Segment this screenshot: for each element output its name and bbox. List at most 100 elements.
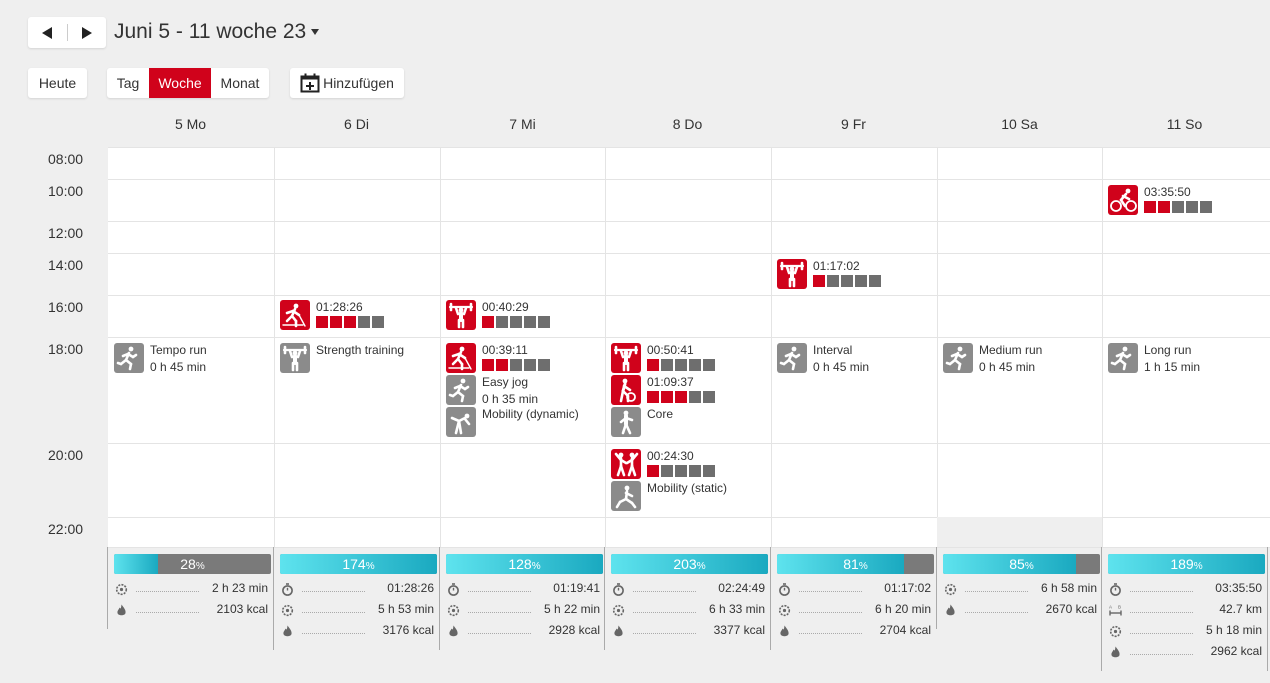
event-planned[interactable]: Mobility (static) bbox=[611, 481, 766, 511]
activity-time-icon bbox=[115, 583, 128, 596]
intensity-bars bbox=[1144, 201, 1212, 213]
tab-week[interactable]: Woche bbox=[149, 68, 211, 98]
event-planned[interactable]: Interval 0 h 45 min bbox=[777, 343, 932, 374]
intensity-segment bbox=[344, 316, 356, 328]
running-icon bbox=[777, 343, 807, 373]
day-header[interactable]: 9 Fr bbox=[841, 116, 866, 132]
progress-unit: % bbox=[531, 561, 541, 572]
day-header[interactable]: 8 Do bbox=[672, 116, 703, 132]
summary-value: 5 h 22 min bbox=[543, 602, 600, 616]
week-title-dropdown[interactable]: Juni 5 - 11 woche 23 bbox=[114, 20, 320, 44]
summary-rows: 02:24:49 6 h 33 min 3377 kcal bbox=[611, 579, 768, 642]
event-done[interactable]: 00:40:29 bbox=[446, 300, 601, 330]
progress-percent: 28% bbox=[114, 554, 271, 574]
event-title: Easy jog bbox=[482, 375, 529, 389]
summary-row: 01:28:26 bbox=[280, 579, 437, 600]
event-done[interactable]: 00:50:41 bbox=[611, 343, 766, 373]
event-done[interactable]: 01:09:37 bbox=[611, 375, 766, 405]
summary-divider bbox=[770, 547, 771, 650]
day-summary: 203% 02:24:49 6 h 33 min 3377 kcal bbox=[611, 554, 768, 642]
progress-percent: 203% bbox=[611, 554, 768, 574]
summary-value: 2962 kcal bbox=[1210, 644, 1262, 658]
weightlifting-icon bbox=[446, 300, 476, 330]
intensity-segment bbox=[689, 359, 701, 371]
summary-row: 2103 kcal bbox=[114, 600, 271, 621]
day-header[interactable]: 7 Mi bbox=[509, 116, 536, 132]
grid-line bbox=[108, 253, 1270, 254]
event-done[interactable]: 01:17:02 bbox=[777, 259, 932, 289]
intensity-segment bbox=[841, 275, 853, 287]
intensity-segment bbox=[703, 391, 715, 403]
summary-divider bbox=[273, 547, 274, 650]
event-done[interactable]: 00:24:30 bbox=[611, 449, 766, 479]
intensity-bars bbox=[647, 465, 715, 477]
time-label: 22:00 bbox=[48, 521, 84, 537]
summary-row: 01:19:41 bbox=[446, 579, 603, 600]
intensity-segment bbox=[689, 391, 701, 403]
intensity-segment bbox=[647, 359, 659, 371]
dotted-leader bbox=[633, 591, 696, 592]
activity-time-icon bbox=[281, 604, 294, 617]
progress-percent: 128% bbox=[446, 554, 603, 574]
add-button[interactable]: Hinzufügen bbox=[290, 68, 404, 98]
intensity-segment bbox=[316, 316, 328, 328]
day-summary: 85% 6 h 58 min 2670 kcal bbox=[943, 554, 1100, 621]
event-planned[interactable]: Tempo run 0 h 45 min bbox=[114, 343, 269, 374]
day-summary: 28% 2 h 23 min 2103 kcal bbox=[114, 554, 271, 621]
grid-line bbox=[108, 337, 1270, 338]
event-done[interactable]: 01:28:26 bbox=[280, 300, 435, 330]
event-planned[interactable]: Easy jog 0 h 35 min bbox=[446, 375, 601, 406]
grid-column-line bbox=[1102, 147, 1103, 547]
summary-value: 2704 kcal bbox=[879, 623, 931, 637]
summary-rows: 2 h 23 min 2103 kcal bbox=[114, 579, 271, 621]
event-planned[interactable]: Mobility (dynamic) bbox=[446, 407, 601, 437]
next-week-button[interactable] bbox=[68, 17, 107, 48]
day-header[interactable]: 10 Sa bbox=[1001, 116, 1038, 132]
intensity-segment bbox=[1186, 201, 1198, 213]
day-header[interactable]: 6 Di bbox=[344, 116, 369, 132]
event-planned[interactable]: Medium run 0 h 45 min bbox=[943, 343, 1098, 374]
event-title: Medium run bbox=[979, 343, 1043, 357]
event-planned[interactable]: Strength training bbox=[280, 343, 435, 373]
running-icon bbox=[1108, 343, 1138, 373]
tab-month[interactable]: Monat bbox=[220, 75, 260, 91]
calendar-spacer bbox=[937, 517, 1102, 547]
event-done[interactable]: 00:39:11 bbox=[446, 343, 601, 373]
event-done[interactable]: 03:35:50 bbox=[1108, 185, 1263, 215]
divider bbox=[66, 24, 68, 41]
intensity-segment bbox=[1158, 201, 1170, 213]
summary-row: 5 h 53 min bbox=[280, 600, 437, 621]
dotted-leader bbox=[468, 633, 531, 634]
progress-unit: % bbox=[195, 561, 205, 572]
progress-bar: 85% bbox=[943, 554, 1100, 574]
dotted-leader bbox=[965, 612, 1028, 613]
grid-column-line bbox=[771, 147, 772, 547]
day-header[interactable]: 11 So bbox=[1166, 116, 1203, 132]
crosscountry-skiing-icon bbox=[280, 300, 310, 330]
summary-value: 6 h 20 min bbox=[874, 602, 931, 616]
event-planned[interactable]: Core bbox=[611, 407, 766, 437]
grid-line bbox=[108, 147, 1270, 148]
progress-fill bbox=[611, 554, 768, 574]
weightlifting-icon bbox=[611, 343, 641, 373]
day-header[interactable]: 5 Mo bbox=[174, 116, 207, 132]
intensity-bars bbox=[316, 316, 384, 328]
today-button[interactable]: Heute bbox=[28, 68, 87, 98]
week-title: Juni 5 - 11 woche 23 bbox=[114, 20, 307, 43]
prev-week-button[interactable] bbox=[28, 17, 67, 48]
summary-divider bbox=[1267, 547, 1268, 671]
summary-row: 2928 kcal bbox=[446, 621, 603, 642]
nav-buttons bbox=[28, 17, 106, 48]
progress-bar: 174% bbox=[280, 554, 437, 574]
event-planned[interactable]: Long run 1 h 15 min bbox=[1108, 343, 1263, 374]
intensity-segment bbox=[661, 465, 673, 477]
progress-value: 81 bbox=[843, 556, 859, 572]
progress-bar: 189% bbox=[1108, 554, 1265, 574]
activity-time-icon bbox=[612, 604, 625, 617]
tab-day[interactable]: Tag bbox=[116, 75, 140, 91]
summary-row: 01:17:02 bbox=[777, 579, 934, 600]
crosscountry-skiing-icon bbox=[446, 343, 476, 373]
day-summary: 189% 03:35:50 A B 42.7 km 5 h 18 min 2962 kcal bbox=[1108, 554, 1265, 663]
progress-percent: 189% bbox=[1108, 554, 1265, 574]
summary-divider bbox=[439, 547, 440, 650]
